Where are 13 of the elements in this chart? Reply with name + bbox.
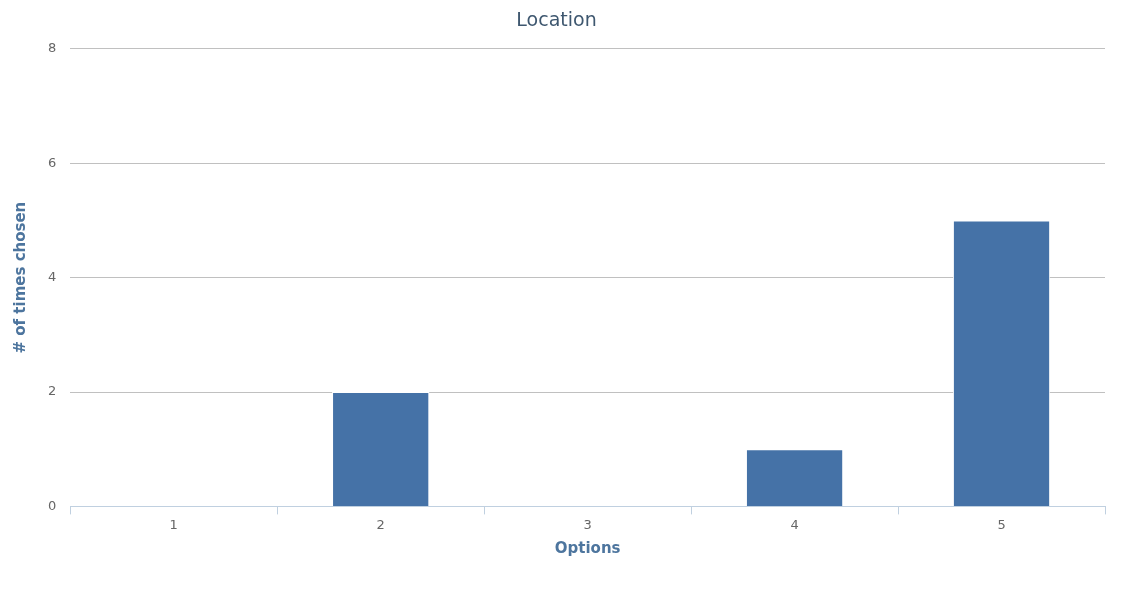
y-tick-label: 2 xyxy=(47,383,57,399)
chart-title: Location xyxy=(516,8,597,31)
x-axis-title: Options xyxy=(554,538,621,557)
y-tick-label: 6 xyxy=(47,154,57,170)
y-tick-label: 8 xyxy=(47,40,57,56)
x-tick-label: 5 xyxy=(997,516,1006,532)
x-tick-label: 1 xyxy=(169,516,178,532)
y-tick-label: 0 xyxy=(47,497,57,513)
y-axis-title: # of times chosen xyxy=(10,201,29,354)
x-tick-label: 2 xyxy=(376,516,385,532)
y-tick-label: 4 xyxy=(47,268,57,284)
x-tick-label: 4 xyxy=(790,516,799,532)
x-tick-label: 3 xyxy=(583,516,592,532)
